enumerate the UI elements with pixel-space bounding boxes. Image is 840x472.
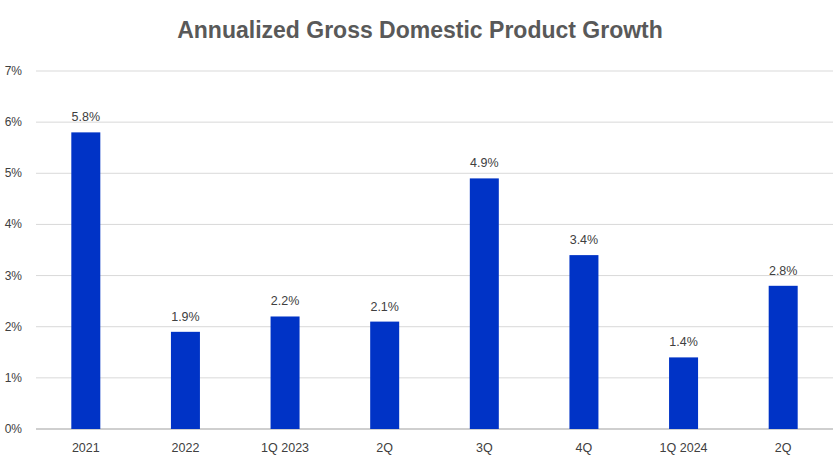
y-tick-label: 0% xyxy=(5,422,23,436)
bar xyxy=(271,316,300,429)
bar xyxy=(71,132,100,429)
grid-line xyxy=(36,275,833,276)
bar xyxy=(669,357,698,429)
grid-line xyxy=(36,429,833,430)
x-tick-label: 2022 xyxy=(172,441,200,455)
bar xyxy=(171,332,200,429)
y-tick-label: 5% xyxy=(5,166,23,180)
chart-container: Annualized Gross Domestic Product Growth… xyxy=(0,0,840,472)
data-label: 5.8% xyxy=(72,110,101,124)
bar xyxy=(470,178,499,429)
bars xyxy=(71,132,797,429)
x-tick-label: 1Q 2024 xyxy=(660,441,708,455)
chart-svg: Annualized Gross Domestic Product Growth… xyxy=(0,0,840,472)
x-tick-label: 2021 xyxy=(72,441,100,455)
x-tick-label: 1Q 2023 xyxy=(261,441,309,455)
x-tick-label: 3Q xyxy=(476,441,493,455)
x-axis-line xyxy=(36,429,833,430)
y-tick-label: 7% xyxy=(5,64,23,78)
grid-line xyxy=(36,224,833,225)
y-tick-label: 4% xyxy=(5,217,23,231)
x-tick-label: 2Q xyxy=(376,441,393,455)
data-label: 2.8% xyxy=(769,264,798,278)
grid-line xyxy=(36,122,833,123)
y-tick-label: 6% xyxy=(5,115,23,129)
data-label: 1.4% xyxy=(669,335,698,349)
data-label: 3.4% xyxy=(570,233,599,247)
y-tick-label: 2% xyxy=(5,320,23,334)
bar xyxy=(370,322,399,429)
data-label: 1.9% xyxy=(171,310,200,324)
data-label: 4.9% xyxy=(470,156,499,170)
grid-line xyxy=(36,71,833,72)
grid xyxy=(36,71,833,429)
bar xyxy=(769,286,798,429)
page: {"chart_data": {"type": "bar", "title": … xyxy=(0,0,840,472)
bar xyxy=(569,255,598,429)
grid-line xyxy=(36,173,833,174)
y-tick-label: 3% xyxy=(5,269,23,283)
data-label: 2.1% xyxy=(370,300,399,314)
chart-title: Annualized Gross Domestic Product Growth xyxy=(177,17,663,43)
x-tick-label: 2Q xyxy=(775,441,792,455)
grid-line xyxy=(36,326,833,327)
data-label: 2.2% xyxy=(271,294,300,308)
x-tick-label: 4Q xyxy=(576,441,593,455)
y-tick-label: 1% xyxy=(5,371,23,385)
grid-line xyxy=(36,377,833,378)
